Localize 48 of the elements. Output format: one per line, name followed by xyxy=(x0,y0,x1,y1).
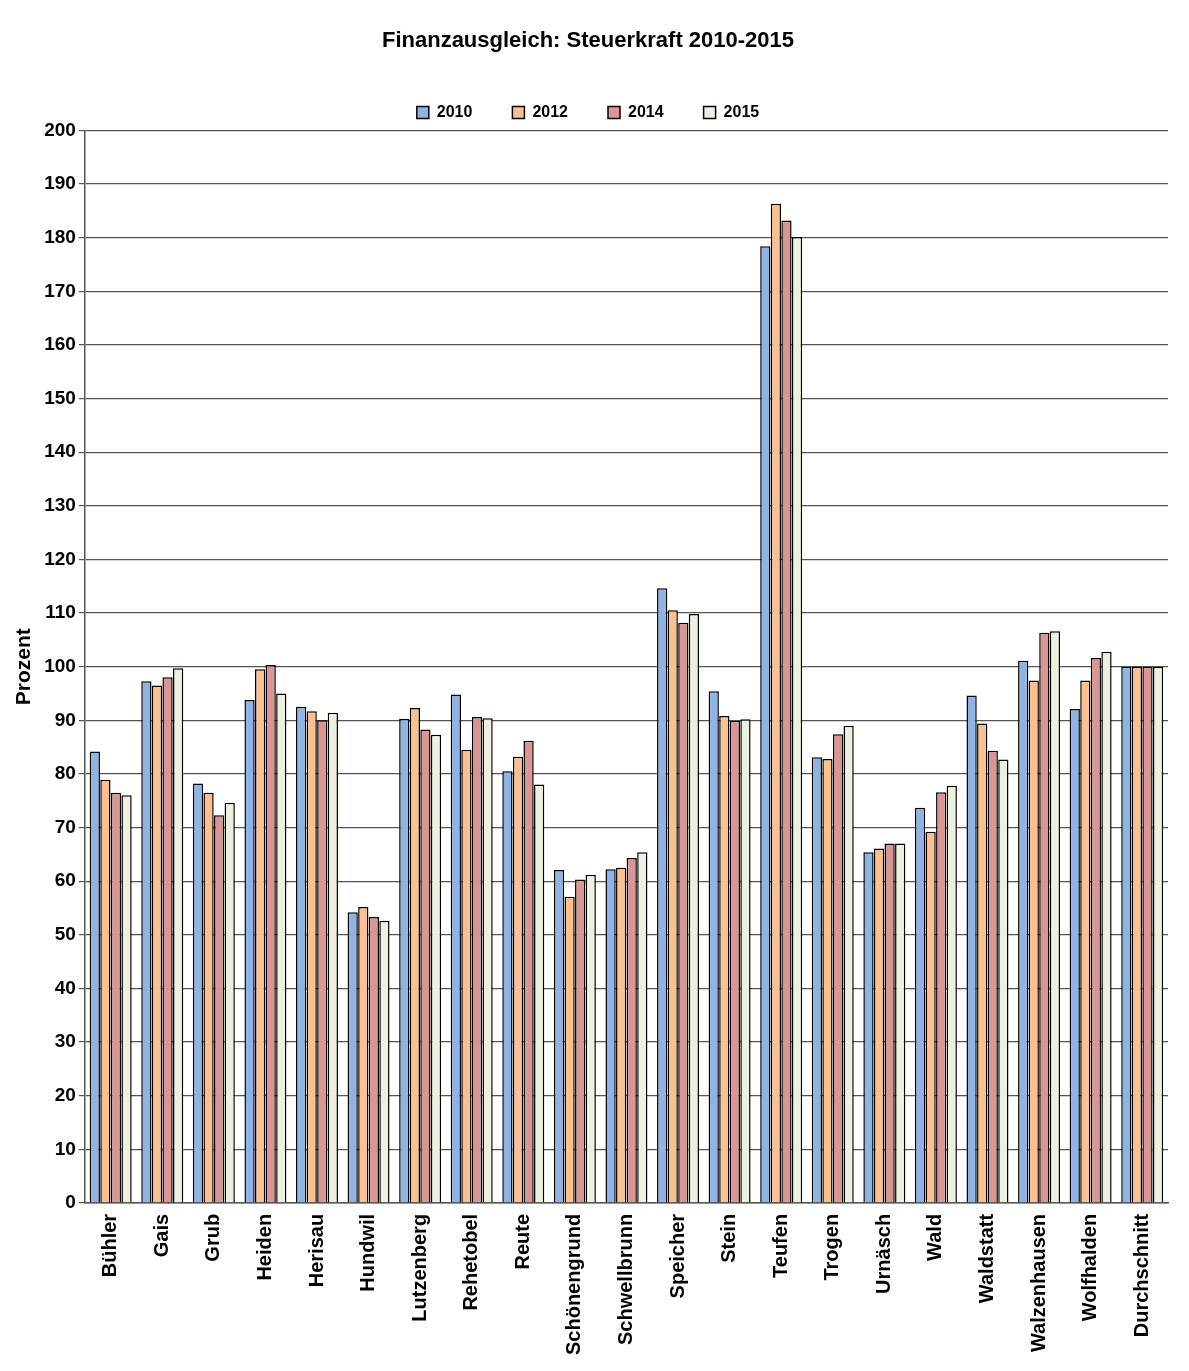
x-tick-label: Reute xyxy=(510,1213,533,1270)
x-tick-label: Waldstatt xyxy=(975,1213,997,1304)
y-tick-label: 110 xyxy=(45,601,76,623)
x-tick-label: Hundwil xyxy=(356,1213,379,1292)
x-tick-label: Lutzenberg xyxy=(407,1213,430,1322)
y-tick-label: 0 xyxy=(65,1191,76,1213)
y-tick-label: 70 xyxy=(54,815,76,837)
y-axis-title: Prozent xyxy=(11,628,35,706)
y-tick-label: 90 xyxy=(54,708,76,730)
x-tick-label: Bühler xyxy=(98,1213,121,1278)
y-tick-label: 190 xyxy=(44,172,76,194)
x-tick-label: Herisau xyxy=(304,1213,327,1288)
x-tick-label: Schwellbrunn xyxy=(613,1213,636,1346)
legend-label: 2015 xyxy=(723,102,760,120)
y-tick-label: 20 xyxy=(54,1083,76,1105)
x-tick-label: Urnäsch xyxy=(871,1213,894,1294)
y-tick-label: 170 xyxy=(44,279,76,301)
x-tick-label: Heiden xyxy=(252,1213,275,1281)
x-tick-label: Wolfhalden xyxy=(1078,1213,1101,1322)
chart-title: Finanzausgleich: Steuerkraft 2010-2015 xyxy=(381,27,795,53)
x-tick-label: Schönengrund xyxy=(562,1213,585,1356)
x-tick-label: Grub xyxy=(201,1213,224,1262)
y-tick-label: 100 xyxy=(44,654,76,676)
y-tick-label: 160 xyxy=(44,333,76,355)
x-tick-label: Wald xyxy=(923,1213,946,1261)
y-tick-label: 40 xyxy=(54,976,76,998)
x-tick-label: Durchschnitt xyxy=(1129,1213,1152,1338)
legend-label: 2010 xyxy=(436,102,473,120)
legend-label: 2012 xyxy=(532,102,569,120)
y-tick-label: 50 xyxy=(54,923,76,945)
y-tick-label: 80 xyxy=(54,762,76,784)
x-tick-label: Teufen xyxy=(768,1213,791,1278)
y-tick-label: 30 xyxy=(54,1030,76,1052)
y-tick-label: 130 xyxy=(44,494,76,516)
x-tick-label: Gais xyxy=(149,1213,172,1258)
x-tick-label: Walzenhausen xyxy=(1026,1213,1049,1353)
legend-label: 2014 xyxy=(628,102,664,120)
x-tick-label: Stein xyxy=(717,1213,740,1263)
x-tick-label: Trogen xyxy=(820,1213,843,1281)
x-tick-label: Rehetobel xyxy=(459,1213,482,1311)
y-tick-label: 180 xyxy=(44,225,76,247)
y-tick-label: 150 xyxy=(44,386,76,408)
y-tick-label: 10 xyxy=(54,1137,76,1159)
y-tick-label: 200 xyxy=(44,118,76,140)
y-tick-label: 60 xyxy=(54,869,76,891)
x-tick-label: Speicher xyxy=(665,1213,688,1299)
y-tick-label: 120 xyxy=(44,547,76,569)
y-tick-label: 140 xyxy=(44,440,76,462)
